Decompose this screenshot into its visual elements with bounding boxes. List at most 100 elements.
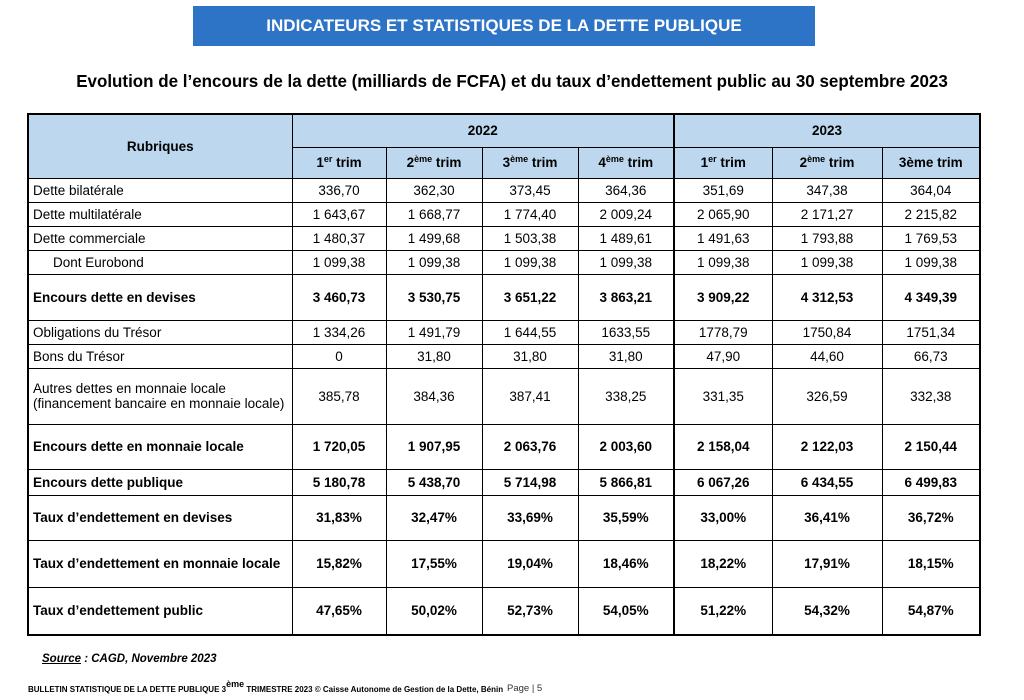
cell-value: 364,04 bbox=[881, 177, 981, 203]
cell-value: 18,15% bbox=[881, 539, 981, 588]
cell-value: 50,02% bbox=[385, 586, 483, 636]
cell-value: 6 434,55 bbox=[771, 468, 883, 496]
cell-value: 1 720,05 bbox=[291, 423, 387, 470]
cell-value: 32,47% bbox=[385, 494, 483, 541]
cell-value: 1 769,53 bbox=[881, 225, 981, 251]
table-row: Encours dette en devises 3 460,73 3 530,75… bbox=[27, 273, 981, 321]
cell-value: 1 491,79 bbox=[385, 319, 483, 345]
cell-value: 3 460,73 bbox=[291, 273, 387, 321]
cell-value: 2 171,27 bbox=[771, 201, 883, 227]
cell-value: 1 099,38 bbox=[577, 249, 675, 275]
source-note: Source : CAGD, Novembre 2023 bbox=[42, 653, 217, 665]
cell-value: 364,36 bbox=[577, 177, 675, 203]
cell-value: 44,60 bbox=[771, 343, 883, 369]
cell-value: 36,72% bbox=[881, 494, 981, 541]
source-label: Source bbox=[42, 653, 81, 665]
cell-value: 31,80 bbox=[577, 343, 675, 369]
cell-value: 1 503,38 bbox=[481, 225, 579, 251]
cell-value: 6 067,26 bbox=[673, 468, 773, 496]
cell-value: 332,38 bbox=[881, 367, 981, 425]
year-2022-header: 2022 bbox=[291, 113, 675, 148]
cell-value: 5 714,98 bbox=[481, 468, 579, 496]
cell-value: 373,45 bbox=[481, 177, 579, 203]
cell-value: 1778,79 bbox=[673, 319, 773, 345]
cell-value: 2 003,60 bbox=[577, 423, 675, 470]
row-label: Encours dette en devises bbox=[27, 273, 293, 321]
table-row: Taux d’endettement public 47,65% 50,02% 52,… bbox=[27, 586, 981, 636]
cell-value: 54,32% bbox=[771, 586, 883, 636]
cell-value: 31,80 bbox=[481, 343, 579, 369]
cell-value: 15,82% bbox=[291, 539, 387, 588]
table-row: Taux d’endettement en devises 31,83% 32,47… bbox=[27, 494, 981, 541]
cell-value: 1 491,63 bbox=[673, 225, 773, 251]
cell-value: 387,41 bbox=[481, 367, 579, 425]
table-row: Dette commerciale 1 480,37 1 499,68 1 503,3… bbox=[27, 225, 981, 251]
cell-value: 1 793,88 bbox=[771, 225, 883, 251]
cell-value: 1 099,38 bbox=[481, 249, 579, 275]
cell-value: 1 774,40 bbox=[481, 201, 579, 227]
table-row: Dette multilatérale 1 643,67 1 668,77 1 774… bbox=[27, 201, 981, 227]
quarter-header: 4ème trim bbox=[577, 146, 675, 179]
cell-value: 1 099,38 bbox=[291, 249, 387, 275]
quarter-header: 3ème trim bbox=[481, 146, 579, 179]
cell-value: 2 150,44 bbox=[881, 423, 981, 470]
table-row: Taux d’endettement en monnaie locale 15,8… bbox=[27, 539, 981, 588]
footer-sup: ème bbox=[226, 679, 245, 689]
cell-value: 54,87% bbox=[881, 586, 981, 636]
cell-value: 331,35 bbox=[673, 367, 773, 425]
cell-value: 1 099,38 bbox=[771, 249, 883, 275]
footer-text: BULLETIN STATISTIQUE DE LA DETTE PUBLIQU… bbox=[28, 680, 503, 695]
quarter-header: 1er trim bbox=[291, 146, 387, 179]
cell-value: 5 438,70 bbox=[385, 468, 483, 496]
cell-value: 33,69% bbox=[481, 494, 579, 541]
cell-value: 336,70 bbox=[291, 177, 387, 203]
row-label: Bons du Trésor bbox=[27, 343, 293, 369]
cell-value: 1 099,38 bbox=[673, 249, 773, 275]
cell-value: 2 158,04 bbox=[673, 423, 773, 470]
debt-table: Rubriques 2022 2023 1er trim 2ème trim 3èm… bbox=[27, 113, 981, 636]
table-row: Bons du Trésor 0 31,80 31,80 31,80 47,90 44,60… bbox=[27, 343, 981, 369]
cell-value: 18,46% bbox=[577, 539, 675, 588]
table-title: Evolution de l’encours de la dette (mill… bbox=[76, 71, 948, 91]
cell-value: 5 866,81 bbox=[577, 468, 675, 496]
cell-value: 1750,84 bbox=[771, 319, 883, 345]
cell-value: 1 643,67 bbox=[291, 201, 387, 227]
cell-value: 47,90 bbox=[673, 343, 773, 369]
section-banner: INDICATEURS ET STATISTIQUES DE LA DETTE … bbox=[193, 6, 815, 46]
cell-value: 6 499,83 bbox=[881, 468, 981, 496]
cell-value: 1 099,38 bbox=[385, 249, 483, 275]
cell-value: 31,80 bbox=[385, 343, 483, 369]
row-label: Autres dettes en monnaie locale (finance… bbox=[27, 367, 293, 425]
cell-value: 2 122,03 bbox=[771, 423, 883, 470]
row-label: Obligations du Trésor bbox=[27, 319, 293, 345]
cell-value: 3 863,21 bbox=[577, 273, 675, 321]
footer-pre: BULLETIN STATISTIQUE DE LA DETTE PUBLIQU… bbox=[28, 685, 227, 694]
table-row: Obligations du Trésor 1 334,26 1 491,79 1 6… bbox=[27, 319, 981, 345]
cell-value: 5 180,78 bbox=[291, 468, 387, 496]
page-number: Page | 5 bbox=[507, 683, 543, 694]
cell-value: 51,22% bbox=[673, 586, 773, 636]
cell-value: 351,69 bbox=[673, 177, 773, 203]
cell-value: 0 bbox=[291, 343, 387, 369]
cell-value: 1 480,37 bbox=[291, 225, 387, 251]
table-row: Dette bilatérale 336,70 362,30 373,45 364,36… bbox=[27, 177, 981, 203]
table-row: Encours dette en monnaie locale 1 720,05 1… bbox=[27, 423, 981, 470]
cell-value: 1 907,95 bbox=[385, 423, 483, 470]
cell-value: 4 312,53 bbox=[771, 273, 883, 321]
row-label: Encours dette en monnaie locale bbox=[27, 423, 293, 470]
quarter-header: 1er trim bbox=[673, 146, 773, 179]
quarter-header: 2ème trim bbox=[385, 146, 483, 179]
cell-value: 33,00% bbox=[673, 494, 773, 541]
cell-value: 2 009,24 bbox=[577, 201, 675, 227]
cell-value: 338,25 bbox=[577, 367, 675, 425]
quarter-header: 2ème trim bbox=[771, 146, 883, 179]
row-label: Taux d’endettement public bbox=[27, 586, 293, 636]
cell-value: 54,05% bbox=[577, 586, 675, 636]
cell-value: 47,65% bbox=[291, 586, 387, 636]
row-label: Dette commerciale bbox=[27, 225, 293, 251]
cell-value: 384,36 bbox=[385, 367, 483, 425]
cell-value: 3 530,75 bbox=[385, 273, 483, 321]
cell-value: 2 215,82 bbox=[881, 201, 981, 227]
cell-value: 2 065,90 bbox=[673, 201, 773, 227]
cell-value: 36,41% bbox=[771, 494, 883, 541]
